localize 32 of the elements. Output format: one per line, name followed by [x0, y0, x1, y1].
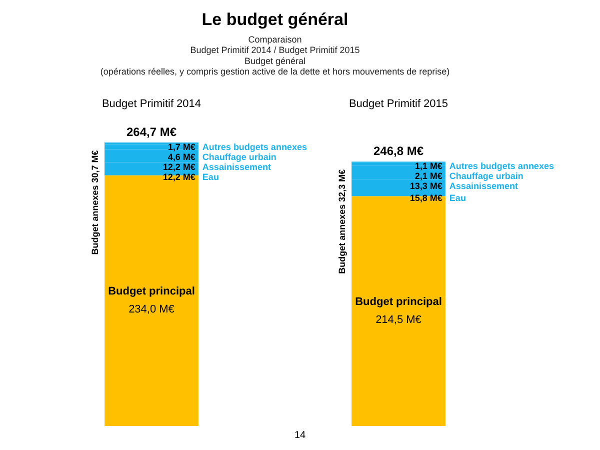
- text: Chauffage urbain: [449, 171, 524, 182]
- data-label: 1,7 M€: [168, 142, 196, 152]
- series-label: Assainissement: [202, 162, 271, 172]
- series-label: Eau: [202, 172, 219, 182]
- text: Eau: [449, 192, 466, 203]
- text: Assainissement: [449, 181, 518, 192]
- text: 14: [294, 430, 306, 441]
- text: Comparaison: [248, 34, 302, 44]
- series-label: Chauffage urbain: [202, 152, 276, 162]
- text: Budget général: [244, 56, 306, 66]
- data-label: 4,6 M€: [168, 152, 196, 162]
- annotation: Budget annexes 32,3 M€: [337, 169, 348, 274]
- data-label: 1,1 M€: [414, 161, 442, 172]
- series-label: Autres budgets annexes: [202, 142, 307, 152]
- text: (opérations réelles, y compris gestion active de la dette et hors mouvements de reprise): [100, 66, 450, 77]
- data-label: 2,1 M€: [414, 171, 442, 182]
- annotation: Budget annexes 30,7 M€: [90, 150, 100, 255]
- bar: [104, 175, 198, 426]
- x-tick-label: Budget Primitif 2015: [348, 98, 448, 110]
- data-label: 12,2 M€: [162, 162, 196, 172]
- chart-title: Le budget général: [202, 10, 348, 29]
- data-label: 214,5 M€: [376, 314, 422, 326]
- text: Autres budgets annexes: [449, 161, 554, 172]
- series-label: Budget principal: [108, 286, 195, 298]
- text: Budget Primitif 2014 / Budget Primitif 2015: [190, 45, 360, 56]
- total-label: 246,8 M€: [373, 144, 424, 158]
- data-label: 13,3 M€: [410, 181, 442, 192]
- text: Budget principal: [355, 296, 442, 308]
- data-label: 234,0 M€: [128, 304, 174, 316]
- total-label: 264,7 M€: [126, 124, 177, 139]
- x-tick-label: Budget Primitif 2014: [102, 98, 202, 110]
- bar: [352, 196, 446, 426]
